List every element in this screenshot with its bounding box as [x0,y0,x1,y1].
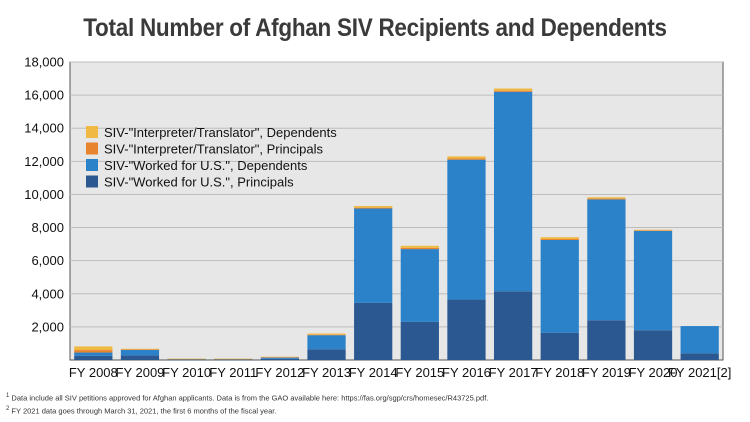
bar-segment [120,349,160,350]
bar-segment [493,88,533,91]
bar-segment [307,334,346,336]
bar-segment [74,355,113,360]
footnote-2: 2 FY 2021 data goes through March 31, 20… [6,404,746,417]
footnotes: 1 Data include all SIV petitions approve… [6,391,746,416]
bar-segment [400,321,439,360]
bar-segment [540,237,579,239]
bar-segment [307,335,346,350]
legend-label: SIV-"Interpreter/Translator", Principals [104,142,323,157]
bar-segment [167,358,206,360]
x-tick-label: FY 2014 [349,365,398,380]
footnote-1-marker: 1 [6,393,10,399]
bar-segment [260,357,300,358]
legend-label: SIV-"Worked for U.S.", Dependents [104,158,308,173]
bar-segment [354,302,393,360]
x-tick-label: FY 2021[2] [668,365,731,380]
legend-swatch [86,142,98,155]
bar-segment [447,159,486,300]
x-tick-label: FY 2011 [209,365,257,380]
bar-segment [633,229,673,231]
bar-segment [214,359,253,361]
y-axis: 2,000 4,000 6,000 8,000 10,000 12,000 14,000 16… [24,55,64,335]
bar-segment [447,156,486,159]
y-tick-label: 6,000 [31,253,64,268]
bar-segment [307,333,346,335]
bar-segment [447,299,486,360]
footnote-1: 1 Data include all SIV petitions approve… [6,391,746,404]
y-tick-label: 16,000 [24,88,64,103]
bar-segment [74,346,113,351]
bar-segment [307,349,346,360]
x-tick-label: FY 2020 [629,365,678,380]
y-tick-label: 18,000 [24,55,64,70]
bar-segment [587,320,626,360]
y-tick-label: 14,000 [24,121,64,136]
x-tick-label: FY 2012 [255,365,304,380]
bar-segment [354,206,393,208]
bar-segment [354,208,393,303]
bar-segment [493,91,533,292]
x-tick-label: FY 2013 [302,365,351,380]
legend-swatch [86,175,98,188]
y-tick-label: 4,000 [31,286,64,301]
x-tick-label: FY 2017 [489,365,538,380]
x-tick-label: FY 2018 [535,365,584,380]
footnote-2-text: FY 2021 data goes through March 31, 2021… [9,406,277,415]
bar-segment [633,230,673,231]
bar-segment [633,330,673,360]
bar-segment [260,356,300,358]
bar-segment [493,90,533,92]
bar-segment [120,348,160,350]
x-tick-label: FY 2009 [116,365,165,380]
legend-swatch [86,159,98,171]
y-tick-label: 12,000 [24,154,64,169]
bar-segment [587,199,626,321]
bar-segment [680,326,719,354]
bar-segment [167,359,206,361]
bar-segment [540,238,579,240]
x-tick-label: FY 2008 [69,365,118,380]
x-tick-label: FY 2010 [162,365,211,380]
footnote-2-marker: 2 [6,405,10,412]
bars [74,88,719,361]
bar-segment [260,357,300,359]
chart-title: Total Number of Afghan SIV Recipients an… [83,14,667,42]
bar-segment [400,245,439,248]
x-tick-label: FY 2015 [395,365,444,380]
bar-segment [540,239,579,333]
bar-segment [74,352,113,356]
legend-label: SIV-"Worked for U.S.", Principals [104,175,294,190]
legend-swatch [86,126,98,138]
x-tick-label: FY 2019 [582,365,631,380]
bar-segment [400,247,439,250]
bar-segment [633,230,673,331]
bar-segment [120,355,160,360]
bar-segment [540,332,579,360]
bar-segment [447,158,486,160]
bar-segment [493,291,533,360]
bar-segment [587,198,626,200]
y-tick-label: 10,000 [24,187,64,202]
bar-segment [74,350,113,353]
bar-segment [587,197,626,199]
x-tick-label: FY 2016 [442,365,491,380]
y-tick-label: 8,000 [31,220,64,235]
bar-segment [214,358,253,360]
legend-label: SIV-"Interpreter/Translator", Dependents [104,125,337,140]
legend: SIV-"Interpreter/Translator", Dependents… [86,125,337,190]
bar-segment [400,249,439,322]
bar-segment [354,207,393,209]
footnote-1-text: Data include all SIV petitions approved … [9,393,489,403]
bar-segment [120,349,160,356]
bar-segment [680,353,719,360]
y-tick-label: 2,000 [31,319,64,334]
bar-segment [260,358,300,360]
